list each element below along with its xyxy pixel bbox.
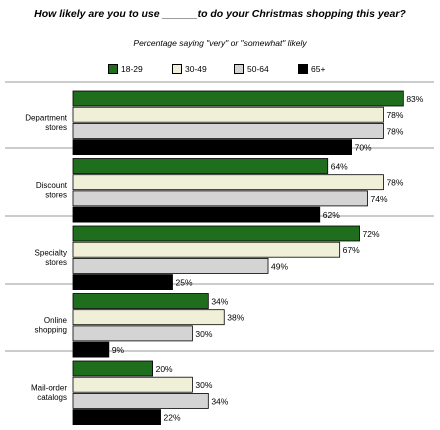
category-label: stores	[45, 190, 67, 199]
category-label: shopping	[35, 325, 67, 334]
data-label: 64%	[331, 162, 348, 172]
bar-30-49-department	[72, 106, 384, 123]
data-label: 38%	[227, 313, 244, 323]
legend-item-30-49: 30-49	[172, 63, 207, 75]
bar-30-49-mailorder	[72, 376, 193, 393]
category-label: Discount	[36, 181, 68, 190]
category-label: Specialty	[35, 248, 67, 257]
data-label: 78%	[386, 110, 403, 120]
bar-50-64-online	[72, 325, 193, 342]
category-label: catalogs	[37, 393, 67, 402]
category-label: Department	[25, 113, 68, 122]
legend-swatch-18-29	[108, 64, 118, 74]
data-label: 22%	[164, 413, 181, 423]
bar-18-29-discount	[72, 158, 329, 174]
legend-label-50-64: 50-64	[247, 64, 269, 74]
chart-title: How likely are you to use ______to do yo…	[34, 8, 406, 20]
bar-50-64-specialty	[72, 257, 269, 274]
data-label: 72%	[363, 229, 380, 239]
data-label: 34%	[211, 297, 228, 307]
bar-18-29-specialty	[72, 225, 360, 242]
bar-18-29-online	[72, 293, 209, 309]
category-label: stores	[45, 258, 67, 267]
data-label: 30%	[195, 329, 212, 339]
data-label: 78%	[386, 126, 403, 136]
bar-30-49-discount	[72, 174, 384, 191]
bar-18-29-mailorder	[72, 360, 153, 377]
data-label: 67%	[343, 245, 360, 255]
bar-50-64-mailorder	[72, 392, 209, 409]
data-label: 74%	[371, 194, 388, 204]
category-label: Mail-order	[31, 383, 67, 392]
data-label: 34%	[211, 396, 228, 406]
data-label: 83%	[406, 94, 423, 104]
bar-65-plus-mailorder	[72, 409, 161, 426]
legend-swatch-30-49	[172, 64, 182, 74]
bar-50-64-discount	[72, 190, 368, 207]
category-label: Online	[44, 316, 68, 325]
bar-50-64-department	[72, 123, 384, 139]
legend-item-65-plus: 65+	[298, 63, 325, 75]
data-label: 62%	[323, 210, 340, 220]
data-label: 9%	[112, 345, 125, 355]
data-label: 70%	[355, 143, 372, 153]
data-label: 20%	[156, 364, 173, 374]
data-label: 49%	[271, 261, 288, 271]
legend-label-65-plus: 65+	[311, 64, 326, 74]
bar-18-29-department	[72, 90, 404, 107]
bar-65-plus-department	[72, 139, 353, 156]
legend-label-30-49: 30-49	[185, 64, 207, 74]
legend-item-50-64: 50-64	[234, 63, 269, 75]
data-label: 25%	[176, 278, 193, 288]
legend-swatch-65-plus	[298, 64, 308, 74]
bar-65-plus-online	[72, 341, 110, 358]
category-label: stores	[45, 123, 67, 132]
data-label: 78%	[386, 178, 403, 188]
chart-subtitle: Percentage saying "very" or "somewhat" l…	[133, 38, 307, 48]
bar-30-49-online	[72, 309, 225, 326]
legend-item-18-29: 18-29	[108, 63, 143, 75]
data-label: 30%	[195, 380, 212, 390]
legend-label-18-29: 18-29	[121, 64, 143, 74]
bar-30-49-specialty	[72, 241, 341, 258]
bar-65-plus-specialty	[72, 274, 173, 291]
legend-swatch-50-64	[234, 64, 244, 74]
bar-65-plus-discount	[72, 206, 321, 223]
